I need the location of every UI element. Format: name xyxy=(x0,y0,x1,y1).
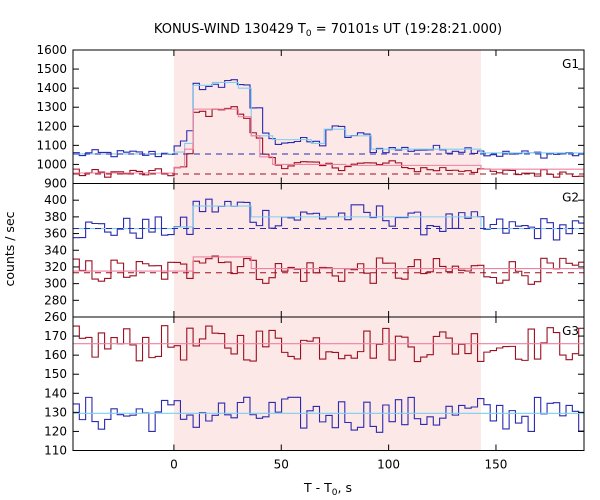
y-tick-label: 400 xyxy=(44,193,67,207)
panel-g3: 110 120 130 140 150 160 170 G3 xyxy=(44,316,585,458)
x-tick-label: 100 xyxy=(377,458,400,472)
chart-title-main: KONUS-WIND 130429 T xyxy=(154,22,306,37)
y-tick-label: 160 xyxy=(44,348,67,362)
y-tick-label: 120 xyxy=(44,424,67,438)
highlight-interval xyxy=(173,183,481,317)
series-group xyxy=(73,325,584,433)
x-axis-label-sub: 0 xyxy=(332,488,338,498)
y-tick-label: 300 xyxy=(44,277,67,291)
series-pink-fit xyxy=(73,108,584,174)
x-tick-label: 150 xyxy=(485,458,508,472)
highlight-interval xyxy=(173,50,481,184)
series-red xyxy=(73,255,584,285)
panel-g2: 260 280 300 320 340 360 380 400 G2 xyxy=(44,183,585,324)
x-axis-label-rest: , s xyxy=(338,480,352,495)
y-tick-label: 900 xyxy=(44,177,67,191)
x-tick-label: 0 xyxy=(170,458,178,472)
y-tick-label: 140 xyxy=(44,386,67,400)
y-axis-label: counts / sec xyxy=(2,211,17,286)
y-tick-label: 1300 xyxy=(36,100,67,114)
y-tick-label: 360 xyxy=(44,227,67,241)
plot-area: 9001000110012001300140015001600G12602803… xyxy=(36,43,585,472)
y-tick-label: 1000 xyxy=(36,157,67,171)
series-blue xyxy=(73,396,584,433)
y-tick-label: 340 xyxy=(44,243,67,257)
panel-label: G1 xyxy=(562,57,579,71)
series-red xyxy=(73,325,584,363)
y-tick-label: 150 xyxy=(44,367,67,381)
series-group xyxy=(73,198,584,285)
y-tick-label: 320 xyxy=(44,260,67,274)
series-cyan-fit xyxy=(73,81,584,155)
panel-label: G3 xyxy=(562,324,579,338)
y-tick-label: 110 xyxy=(44,444,67,458)
y-tick-label: 280 xyxy=(44,293,67,307)
series-red xyxy=(73,106,584,178)
y-tick-label: 130 xyxy=(44,405,67,419)
series-pink-fit xyxy=(73,256,584,272)
y-tick-label: 380 xyxy=(44,210,67,224)
y-tick-label: 170 xyxy=(44,329,67,343)
chart-title-rest: = 70101s UT (19:28:21.000) xyxy=(312,22,502,37)
chart-title-sub: 0 xyxy=(306,29,312,39)
y-tick-label: 1500 xyxy=(36,62,67,76)
series-group xyxy=(73,79,584,178)
panel-frame xyxy=(72,316,585,451)
x-axis-label-main: T - T xyxy=(303,480,332,495)
panel-g1: 900 1000 1100 1200 1300 1400 1500 1600 G1 xyxy=(36,43,585,191)
x-tick-label: 50 xyxy=(274,458,289,472)
chart-title: KONUS-WIND 130429 T0 = 70101s UT (19:28:… xyxy=(154,22,502,39)
y-tick-label: 260 xyxy=(44,310,67,324)
x-axis-label: T - T0, s xyxy=(303,480,352,498)
y-tick-label: 1400 xyxy=(36,81,67,95)
y-tick-label: 1200 xyxy=(36,119,67,133)
panel-label: G2 xyxy=(562,191,579,205)
y-tick-label: 1100 xyxy=(36,138,67,152)
series-cyan-fit xyxy=(73,205,584,230)
y-tick-label: 1600 xyxy=(36,43,67,57)
